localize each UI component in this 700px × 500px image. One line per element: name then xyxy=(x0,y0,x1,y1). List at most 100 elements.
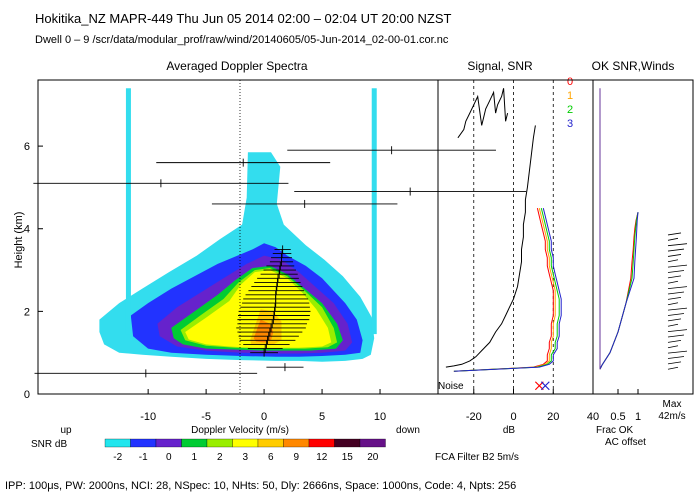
height-tick-label: 2 xyxy=(24,306,30,318)
wind-arrow xyxy=(667,275,682,279)
frac-ok-lines xyxy=(599,88,639,370)
wind-arrow xyxy=(667,350,688,354)
colorbar-label: 0 xyxy=(166,452,172,463)
wind-arrow xyxy=(667,243,688,247)
max-value: 42m/s xyxy=(658,411,685,422)
wind-arrow xyxy=(667,313,685,316)
doppler-moments xyxy=(33,146,527,378)
db-axis-label: dB xyxy=(503,425,516,436)
height-tick-label: 0 xyxy=(24,389,30,401)
snr-legend-0: 0 xyxy=(567,76,573,88)
height-axis-ticks: 0 2 4 6 xyxy=(24,141,43,401)
snr-marker xyxy=(540,381,550,391)
snr-colorbar: -2 -1 0 1 2 3 6 9 12 15 20 xyxy=(104,438,386,463)
db-tick-label: -20 xyxy=(466,411,482,423)
velocity-axis-label: Doppler Velocity (m/s) xyxy=(191,425,289,436)
colorbar-swatch xyxy=(308,438,335,448)
header-title: Hokitika_NZ MAPR-449 Thu Jun 05 2014 02:… xyxy=(35,11,452,26)
colorbar-swatch xyxy=(232,438,259,448)
filter-label: FCA Filter B2 5m/s xyxy=(435,452,519,463)
db-tick-label: 40 xyxy=(587,411,599,423)
wind-arrow xyxy=(667,280,679,284)
frac-tick-label: 1 xyxy=(635,411,641,423)
wind-arrow xyxy=(667,302,679,306)
wind-barbs xyxy=(667,232,688,370)
sky-noise-bands xyxy=(125,88,377,335)
signal-snr-panel: Signal, SNR 0 1 2 3 -20 0 20 40 dB Noise FCA F… xyxy=(435,59,599,463)
wind-arrow xyxy=(667,361,682,365)
colorbar-label: 15 xyxy=(342,452,354,463)
wind-arrow xyxy=(667,232,682,236)
frac-ok-line-0 xyxy=(599,212,639,370)
frac-axis-ticks: 0.5 1 xyxy=(610,389,641,423)
footer-params: IPP: 100μs, PW: 2000ns, NCI: 28, NSpec: … xyxy=(5,480,517,492)
snr-line-2 xyxy=(453,207,560,372)
colorbar-swatch xyxy=(334,438,361,448)
velocity-tick-label: 5 xyxy=(319,411,325,423)
noise-label: Noise xyxy=(438,381,464,392)
colorbar-label: -2 xyxy=(113,452,122,463)
snr-legend-2: 2 xyxy=(567,104,573,116)
wind-arrow xyxy=(667,237,679,241)
colorbar-swatch xyxy=(155,438,182,448)
wind-arrow xyxy=(667,329,688,333)
wind-arrow xyxy=(667,339,682,343)
snr-colorbar-label: SNR dB xyxy=(31,439,67,450)
colorbar-swatch xyxy=(104,438,131,448)
wind-arrow xyxy=(667,345,679,349)
colorbar-label: 12 xyxy=(316,452,328,463)
winds-title: OK SNR,Winds xyxy=(592,59,675,73)
sky-band-0 xyxy=(125,88,131,335)
snr-legend: 0 1 2 3 xyxy=(567,76,573,130)
snr-legend-3: 3 xyxy=(567,118,573,130)
colorbar-swatch xyxy=(257,438,284,448)
frac-ok-line-2 xyxy=(599,212,639,370)
colorbar-label: 20 xyxy=(367,452,379,463)
wind-arrow xyxy=(667,259,679,263)
frac-ok-line-1 xyxy=(599,212,639,370)
wind-arrow xyxy=(667,356,685,359)
winds-frame xyxy=(592,79,694,395)
header-path: Dwell 0 – 9 /scr/data/modular_prof/raw/w… xyxy=(35,34,449,46)
velocity-tick-label: 10 xyxy=(374,411,386,423)
snr-dashed-lines xyxy=(473,80,554,394)
colorbar-swatch xyxy=(359,438,386,448)
velocity-tick-label: -5 xyxy=(201,411,211,423)
wind-arrow xyxy=(667,270,685,273)
snr-line-0 xyxy=(453,207,554,372)
frac-tick-label: 0.5 xyxy=(610,411,625,423)
colorbar-label: 9 xyxy=(293,452,299,463)
colorbar-swatch xyxy=(130,438,157,448)
wind-arrow xyxy=(667,254,682,257)
wind-arrow xyxy=(667,307,688,311)
signal-snr-title: Signal, SNR xyxy=(467,59,533,73)
max-label: Max xyxy=(663,399,682,410)
wind-arrow xyxy=(667,286,688,290)
wind-arrow xyxy=(667,296,682,300)
velocity-tick-label: -10 xyxy=(140,411,156,423)
snr-markers xyxy=(534,381,550,391)
colorbar-label: -1 xyxy=(139,452,148,463)
sky-band-1 xyxy=(371,88,377,335)
colorbar-label: 1 xyxy=(191,452,197,463)
snr-lines xyxy=(445,88,562,372)
colorbar-label: 2 xyxy=(217,452,223,463)
colorbar-label: 3 xyxy=(242,452,248,463)
colorbar-swatch xyxy=(181,438,208,448)
wind-arrow xyxy=(667,323,679,327)
doppler-spectra-title: Averaged Doppler Spectra xyxy=(166,59,308,73)
snr-line-3 xyxy=(453,207,562,372)
db-tick-label: 20 xyxy=(547,411,559,423)
wind-arrow xyxy=(667,334,685,338)
wind-arrow xyxy=(667,248,685,252)
colorbar-label: 6 xyxy=(268,452,274,463)
colorbar-swatch xyxy=(206,438,233,448)
snr-line-1 xyxy=(453,207,556,372)
wind-arrow xyxy=(667,264,688,268)
height-tick-label: 4 xyxy=(24,224,30,236)
snr-legend-1: 1 xyxy=(567,90,573,102)
signal-line xyxy=(445,125,536,368)
upper-signal-line xyxy=(457,88,509,139)
frac-ok-label: Frac OK xyxy=(596,425,634,436)
